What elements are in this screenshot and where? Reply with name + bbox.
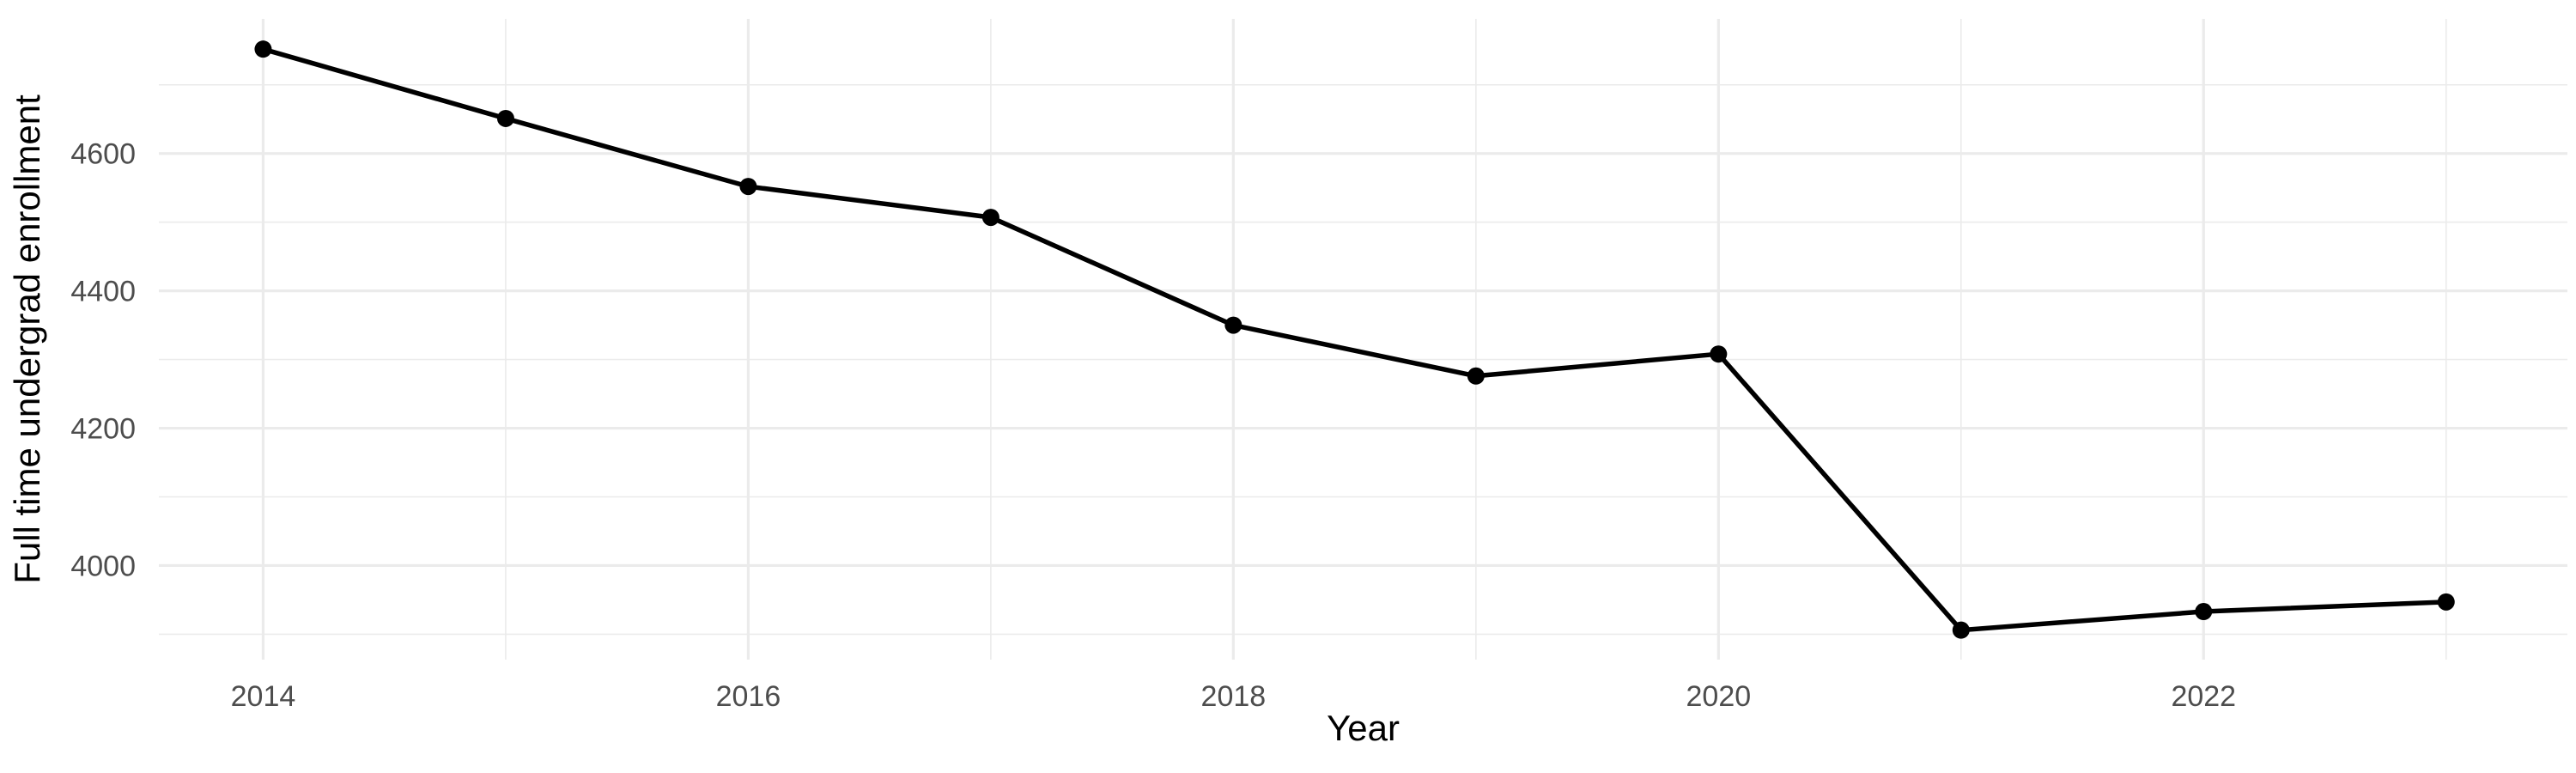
- y-tick-label: 4200: [70, 413, 136, 446]
- data-point-2019: [1467, 367, 1485, 385]
- y-axis-tick-labels: 4000 4200 4400 4600: [70, 138, 136, 583]
- gridlines-minor: [159, 19, 2567, 660]
- data-point-2015: [496, 109, 514, 127]
- y-axis-title: Full time undergrad enrollment: [7, 94, 47, 584]
- data-series: [254, 40, 2455, 639]
- trend-line: [260, 46, 2449, 633]
- x-tick-label: 2020: [1686, 680, 1752, 713]
- x-tick-label: 2016: [716, 680, 781, 713]
- y-tick-label: 4400: [70, 276, 136, 308]
- gridlines-major: [159, 19, 2567, 660]
- x-tick-label: 2018: [1201, 680, 1267, 713]
- data-point-2017: [981, 209, 999, 227]
- x-axis-tick-labels: 2014 2016 2018 2020 2022: [231, 680, 2236, 713]
- data-point-2014: [254, 40, 272, 58]
- y-tick-label: 4600: [70, 138, 136, 171]
- data-point-2022: [2195, 603, 2213, 621]
- data-point-2023: [2437, 593, 2455, 611]
- data-point-2018: [1224, 316, 1242, 334]
- data-point-2020: [1710, 345, 1728, 363]
- x-axis-title: Year: [1327, 708, 1400, 748]
- x-tick-label: 2014: [231, 680, 296, 713]
- y-tick-label: 4000: [70, 550, 136, 582]
- data-point-2016: [739, 178, 757, 196]
- data-point-2021: [1952, 621, 1970, 639]
- x-tick-label: 2022: [2171, 680, 2236, 713]
